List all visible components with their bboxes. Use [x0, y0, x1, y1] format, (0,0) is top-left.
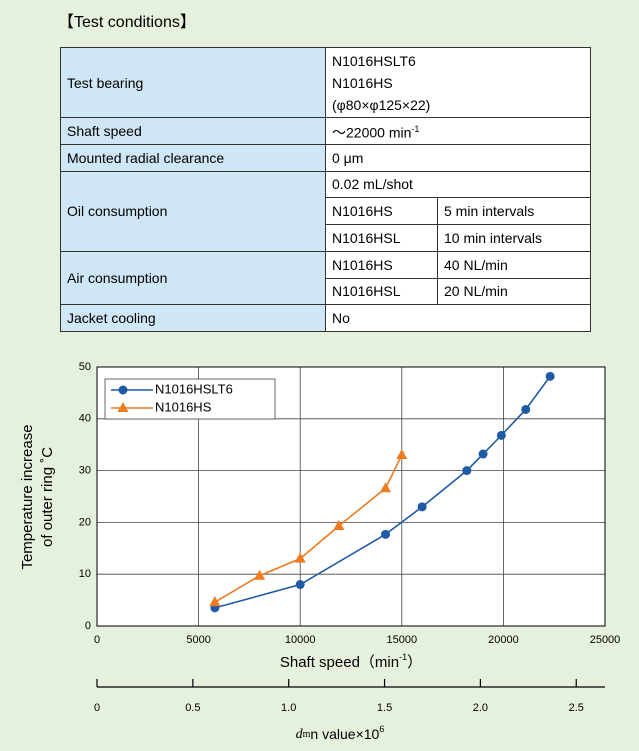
row: Jacket cooling No: [60, 304, 591, 332]
legend-box: [104, 378, 276, 420]
row-label: Jacket cooling: [60, 304, 326, 332]
x-tick-label: 15000: [387, 634, 418, 646]
y-tick-label: 30: [79, 465, 91, 477]
series-line: [214, 454, 403, 603]
x-tick-label: 0: [94, 634, 100, 646]
x-tick-label: 20000: [488, 634, 519, 646]
cell-sup: -1: [411, 124, 420, 135]
cell: N1016HSL: [325, 277, 438, 306]
marker: [117, 402, 129, 412]
cell: N1016HS: [325, 197, 438, 225]
y-tick-label: 10: [79, 568, 91, 580]
cell-line: N1016HSLT6: [332, 52, 416, 69]
marker: [396, 449, 408, 460]
cell: No: [325, 304, 591, 332]
cell: N1016HSLT6 N1016HS (φ80×φ125×22): [325, 47, 591, 118]
x2-label-part: d: [296, 727, 304, 742]
x-tick-label: 10000: [285, 634, 316, 646]
marker: [295, 580, 305, 590]
row-label: Mounted radial clearance: [60, 143, 326, 172]
legend-label: N1016HS: [155, 399, 212, 414]
legend: N1016HSLT6 N1016HS: [104, 378, 276, 420]
row-label: Air consumption: [60, 250, 326, 306]
marker: [417, 502, 427, 512]
x-tick-label: 25000: [590, 634, 621, 646]
marker: [209, 596, 221, 607]
row: N1016HSL 10 min intervals: [61, 224, 591, 252]
marker: [545, 371, 555, 381]
cell-line: N1016HS: [332, 74, 393, 91]
row: N1016HSL 20 NL/min: [61, 277, 591, 306]
marker: [118, 385, 128, 395]
cell: ～22000 min-1: [325, 117, 591, 145]
marker: [333, 520, 345, 531]
marker: [294, 552, 306, 563]
marker: [478, 449, 488, 459]
cell: 40 NL/min: [437, 250, 591, 279]
cell-line: (φ80×φ125×22): [332, 96, 431, 113]
row: Test bearing N1016HSLT6 N1016HS (φ80×φ12…: [60, 47, 591, 118]
x-axis-label: Shaft speed（min-1）: [280, 652, 422, 671]
legend-label: N1016HSLT6: [155, 381, 233, 396]
row-label: Oil consumption: [60, 170, 326, 252]
x2-tick-label: 0.5: [185, 702, 200, 714]
x2-tick-label: 2.5: [569, 702, 584, 714]
x-axis-label-text: Shaft speed（min: [280, 654, 399, 671]
section-title: 【Test conditions】: [58, 14, 196, 31]
x2-tick-label: 1.0: [281, 702, 296, 714]
x-axis-label-sup: -1: [399, 652, 407, 662]
plot-border: [96, 366, 606, 627]
conditions-table: Test bearing N1016HSLT6 N1016HS (φ80×φ12…: [60, 47, 591, 332]
cell: N1016HSL: [325, 224, 438, 252]
marker: [496, 430, 506, 440]
x2-axis-label: dmn value×106: [296, 724, 385, 742]
marker: [521, 404, 531, 414]
row: Oil consumption 0.02 mL/shot: [60, 170, 591, 252]
marker: [254, 569, 266, 580]
marker: [462, 466, 472, 476]
x2-label-sup: 6: [379, 724, 384, 734]
y-tick-label: 40: [79, 413, 91, 425]
cell: 10 min intervals: [437, 224, 591, 252]
x-axis-label-text: ）: [407, 654, 422, 671]
row: Mounted radial clearance 0 μm: [60, 143, 591, 172]
marker: [380, 482, 392, 493]
cell-text: ～22000 min: [332, 124, 412, 141]
row: N1016HS 5 min intervals: [61, 197, 591, 225]
y-tick-label: 0: [85, 620, 91, 632]
cell: 0 μm: [325, 143, 591, 172]
marker: [381, 529, 391, 539]
row: Shaft speed ～22000 min-1: [60, 117, 591, 145]
cell: 0.02 mL/shot: [325, 170, 591, 199]
x2-label-part: m: [303, 729, 311, 740]
cell: N1016HS: [325, 250, 438, 279]
x2-tick-label: 1.5: [377, 702, 392, 714]
y-axis-label: Temperature increase: [19, 424, 36, 569]
x2-label-part: n value×10: [310, 726, 379, 742]
row: Air consumption N1016HS 40 NL/min: [60, 250, 591, 306]
x2-tick-label: 0: [94, 702, 100, 714]
x-tick-label: 5000: [186, 634, 210, 646]
row-label: Shaft speed: [60, 117, 326, 145]
x2-tick-label: 2.0: [473, 702, 488, 714]
y-tick-label: 20: [79, 516, 91, 528]
cell: 5 min intervals: [437, 197, 591, 225]
y-tick-label: 50: [79, 361, 91, 373]
y-axis-label: of outer ring ˚C: [39, 447, 56, 547]
